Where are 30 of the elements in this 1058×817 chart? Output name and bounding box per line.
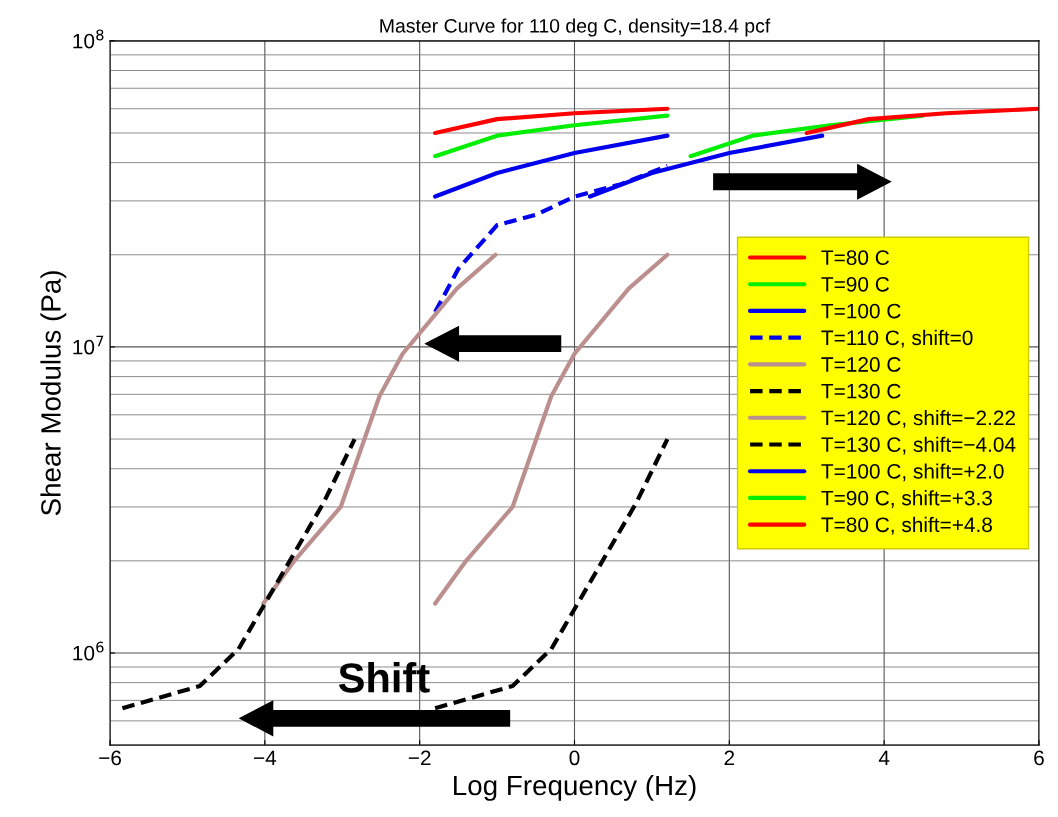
x-tick-label: −2: [408, 750, 431, 766]
x-tick-label: 4: [878, 750, 890, 766]
legend-label: T=110 C, shift=0: [821, 329, 973, 348]
x-tick-label: −4: [254, 750, 277, 766]
y-axis-title: Shear Modulus (Pa): [40, 271, 67, 516]
legend-label: T=90 C: [821, 276, 889, 292]
x-tick-label: 0: [569, 750, 580, 766]
x-tick-label: −6: [99, 750, 121, 766]
line-series: [433, 133, 670, 199]
legend-label: T=130 C: [821, 383, 901, 399]
line-series: [433, 252, 670, 606]
chart-title: Master Curve for 110 deg C, density=18.4 pcf: [380, 18, 771, 37]
legend-label: T=80 C: [821, 250, 889, 266]
line-series: [433, 113, 670, 159]
x-tick-label: 2: [724, 750, 735, 766]
legend-label: T=100 C, shift=+2.0: [821, 463, 1004, 482]
line-series: [433, 106, 670, 136]
y-tick-label: 10$^{6}$: [73, 641, 104, 661]
y-tick-label: 10$^{7}$: [73, 335, 104, 355]
legend-label: T=90 C, shift=+3.3: [821, 490, 992, 508]
legend-label: T=130 C, shift=−4.04: [821, 436, 1016, 455]
x-axis-title: Log Frequency (Hz): [454, 774, 696, 801]
legend-label: T=120 C: [821, 357, 901, 372]
x-tick-label: 6: [1034, 750, 1044, 766]
line-series: [261, 252, 498, 606]
legend-label: T=120 C, shift=−2.22: [821, 409, 1015, 428]
legend-label: T=100 C: [821, 303, 901, 319]
y-tick-label: 10$^{8}$: [73, 29, 104, 49]
legend-label: T=80 C, shift=+4.8: [821, 516, 992, 535]
line-series: [804, 106, 1039, 136]
